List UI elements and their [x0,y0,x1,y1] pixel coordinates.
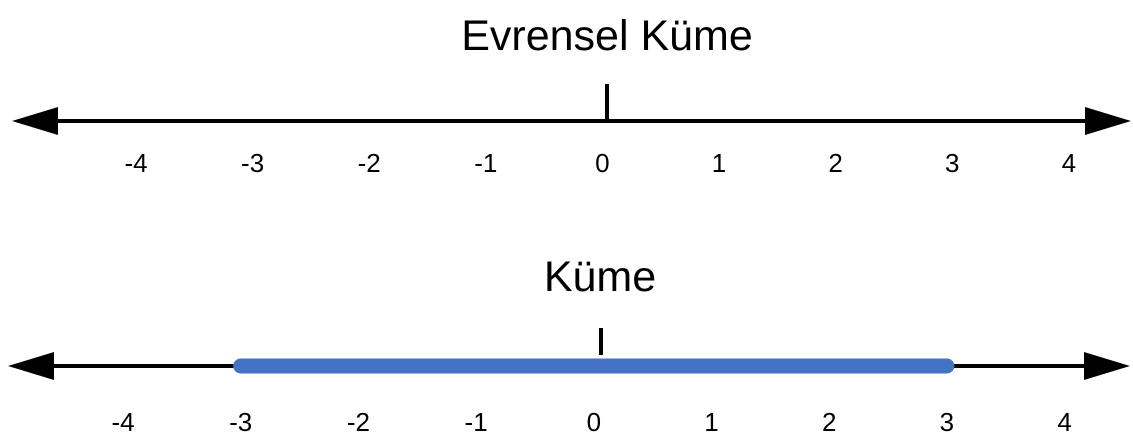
tick-label: 3 [945,148,959,178]
title-set: Küme [544,253,656,301]
tick-label: -2 [358,148,381,178]
tick-label: -1 [474,148,497,178]
left-arrowhead [8,352,54,380]
left-arrowhead [12,107,58,135]
tick-label: 1 [704,407,718,437]
tick-label: -2 [347,407,370,437]
number-line-set: Küme -4 -3 -2 -1 0 1 2 3 4 [8,253,1130,437]
number-line-universal: Evrensel Küme -4 -3 -2 -1 0 1 2 3 4 [12,12,1131,178]
tick-label: -4 [111,407,134,437]
tick-label: 1 [712,148,726,178]
tick-label: 0 [595,148,609,178]
tick-label: -3 [241,148,264,178]
right-arrowhead [1084,352,1130,380]
tick-label: 3 [940,407,954,437]
tick-label: 4 [1062,148,1076,178]
tick-label: -3 [229,407,252,437]
title-universal-set: Evrensel Küme [461,12,753,60]
tick-label: 2 [828,148,842,178]
tick-label: 2 [822,407,836,437]
right-arrowhead [1085,107,1131,135]
tick-label: 0 [587,407,601,437]
tick-label: 4 [1057,407,1071,437]
tick-label: -1 [465,407,488,437]
tick-label: -4 [124,148,147,178]
